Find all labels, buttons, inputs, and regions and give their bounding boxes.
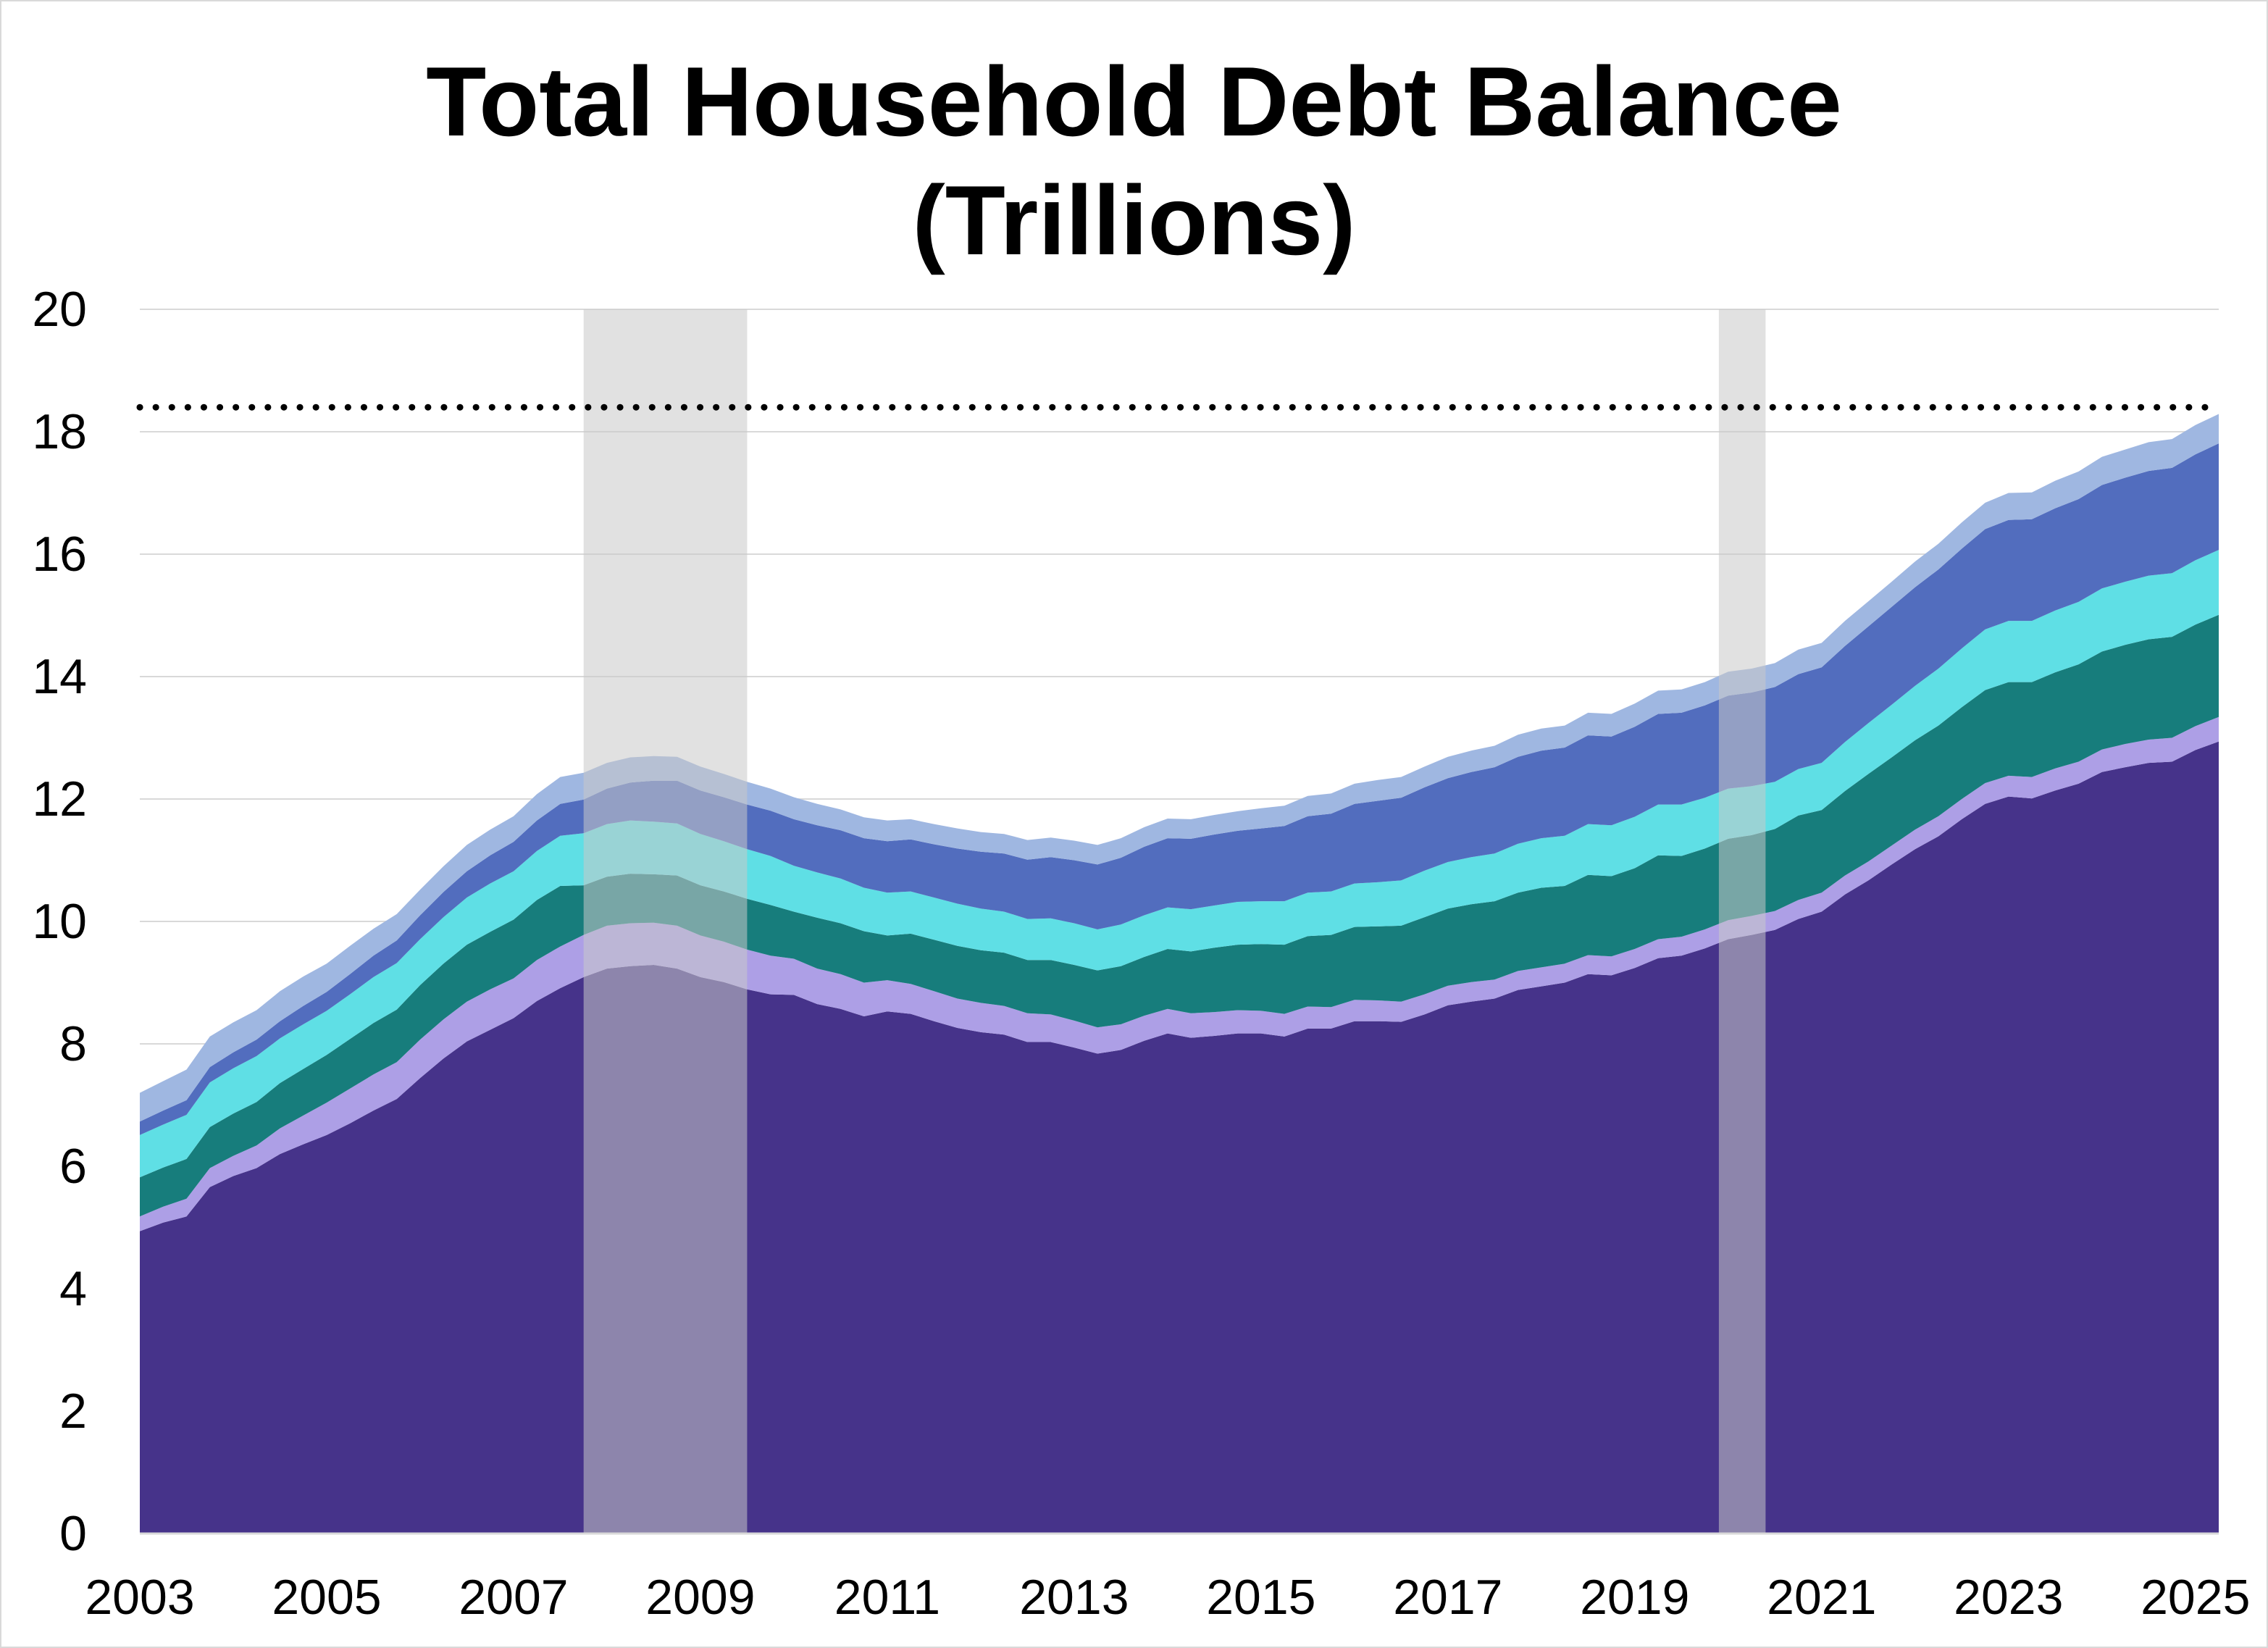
x-tick-label: 2021 <box>1767 1570 1876 1625</box>
x-tick-label: 2015 <box>1206 1570 1315 1625</box>
y-tick-label: 18 <box>32 404 87 459</box>
chart-subtitle-line: (Trillions) <box>912 165 1356 275</box>
stacked-areas <box>140 414 2219 1534</box>
x-tick-label: 2023 <box>1954 1570 2063 1625</box>
y-tick-label: 20 <box>32 282 87 337</box>
x-tick-label: 2013 <box>1019 1570 1129 1625</box>
x-tick-label: 2019 <box>1580 1570 1689 1625</box>
x-axis-ticks: 2003 2005 2007 2009 2011 2013 2015 2017 2019 2021… <box>85 1570 2250 1625</box>
chart-title-line: Total Household Debt Balance <box>426 46 1842 156</box>
x-tick-label: 2009 <box>645 1570 755 1625</box>
area-series-4 <box>140 550 2219 1178</box>
y-tick-label: 8 <box>59 1016 87 1071</box>
x-tick-label: 2011 <box>834 1570 940 1625</box>
x-tick-label: 2005 <box>272 1570 381 1625</box>
x-tick-label: 2017 <box>1393 1570 1502 1625</box>
area-series-3 <box>140 614 2219 1217</box>
x-tick-label: 2025 <box>2141 1570 2250 1625</box>
recession-bands <box>583 309 1766 1534</box>
y-tick-label: 2 <box>59 1384 87 1439</box>
recession-band-2 <box>1718 309 1766 1534</box>
x-tick-label: 2007 <box>459 1570 568 1625</box>
y-tick-label: 12 <box>32 771 87 827</box>
area-series-2 <box>140 716 2219 1231</box>
chart-title: Total Household Debt Balance (Trillions) <box>0 42 2268 280</box>
x-tick-label: 2003 <box>85 1570 194 1625</box>
y-tick-label: 4 <box>59 1261 87 1316</box>
y-tick-label: 0 <box>59 1506 87 1561</box>
y-tick-label: 16 <box>32 527 87 582</box>
y-tick-label: 14 <box>32 649 87 704</box>
y-tick-label: 10 <box>32 894 87 949</box>
recession-band-1 <box>583 309 748 1534</box>
y-tick-label: 6 <box>59 1139 87 1194</box>
y-axis-ticks: 0 2 4 6 8 10 12 14 16 18 20 <box>32 282 87 1561</box>
